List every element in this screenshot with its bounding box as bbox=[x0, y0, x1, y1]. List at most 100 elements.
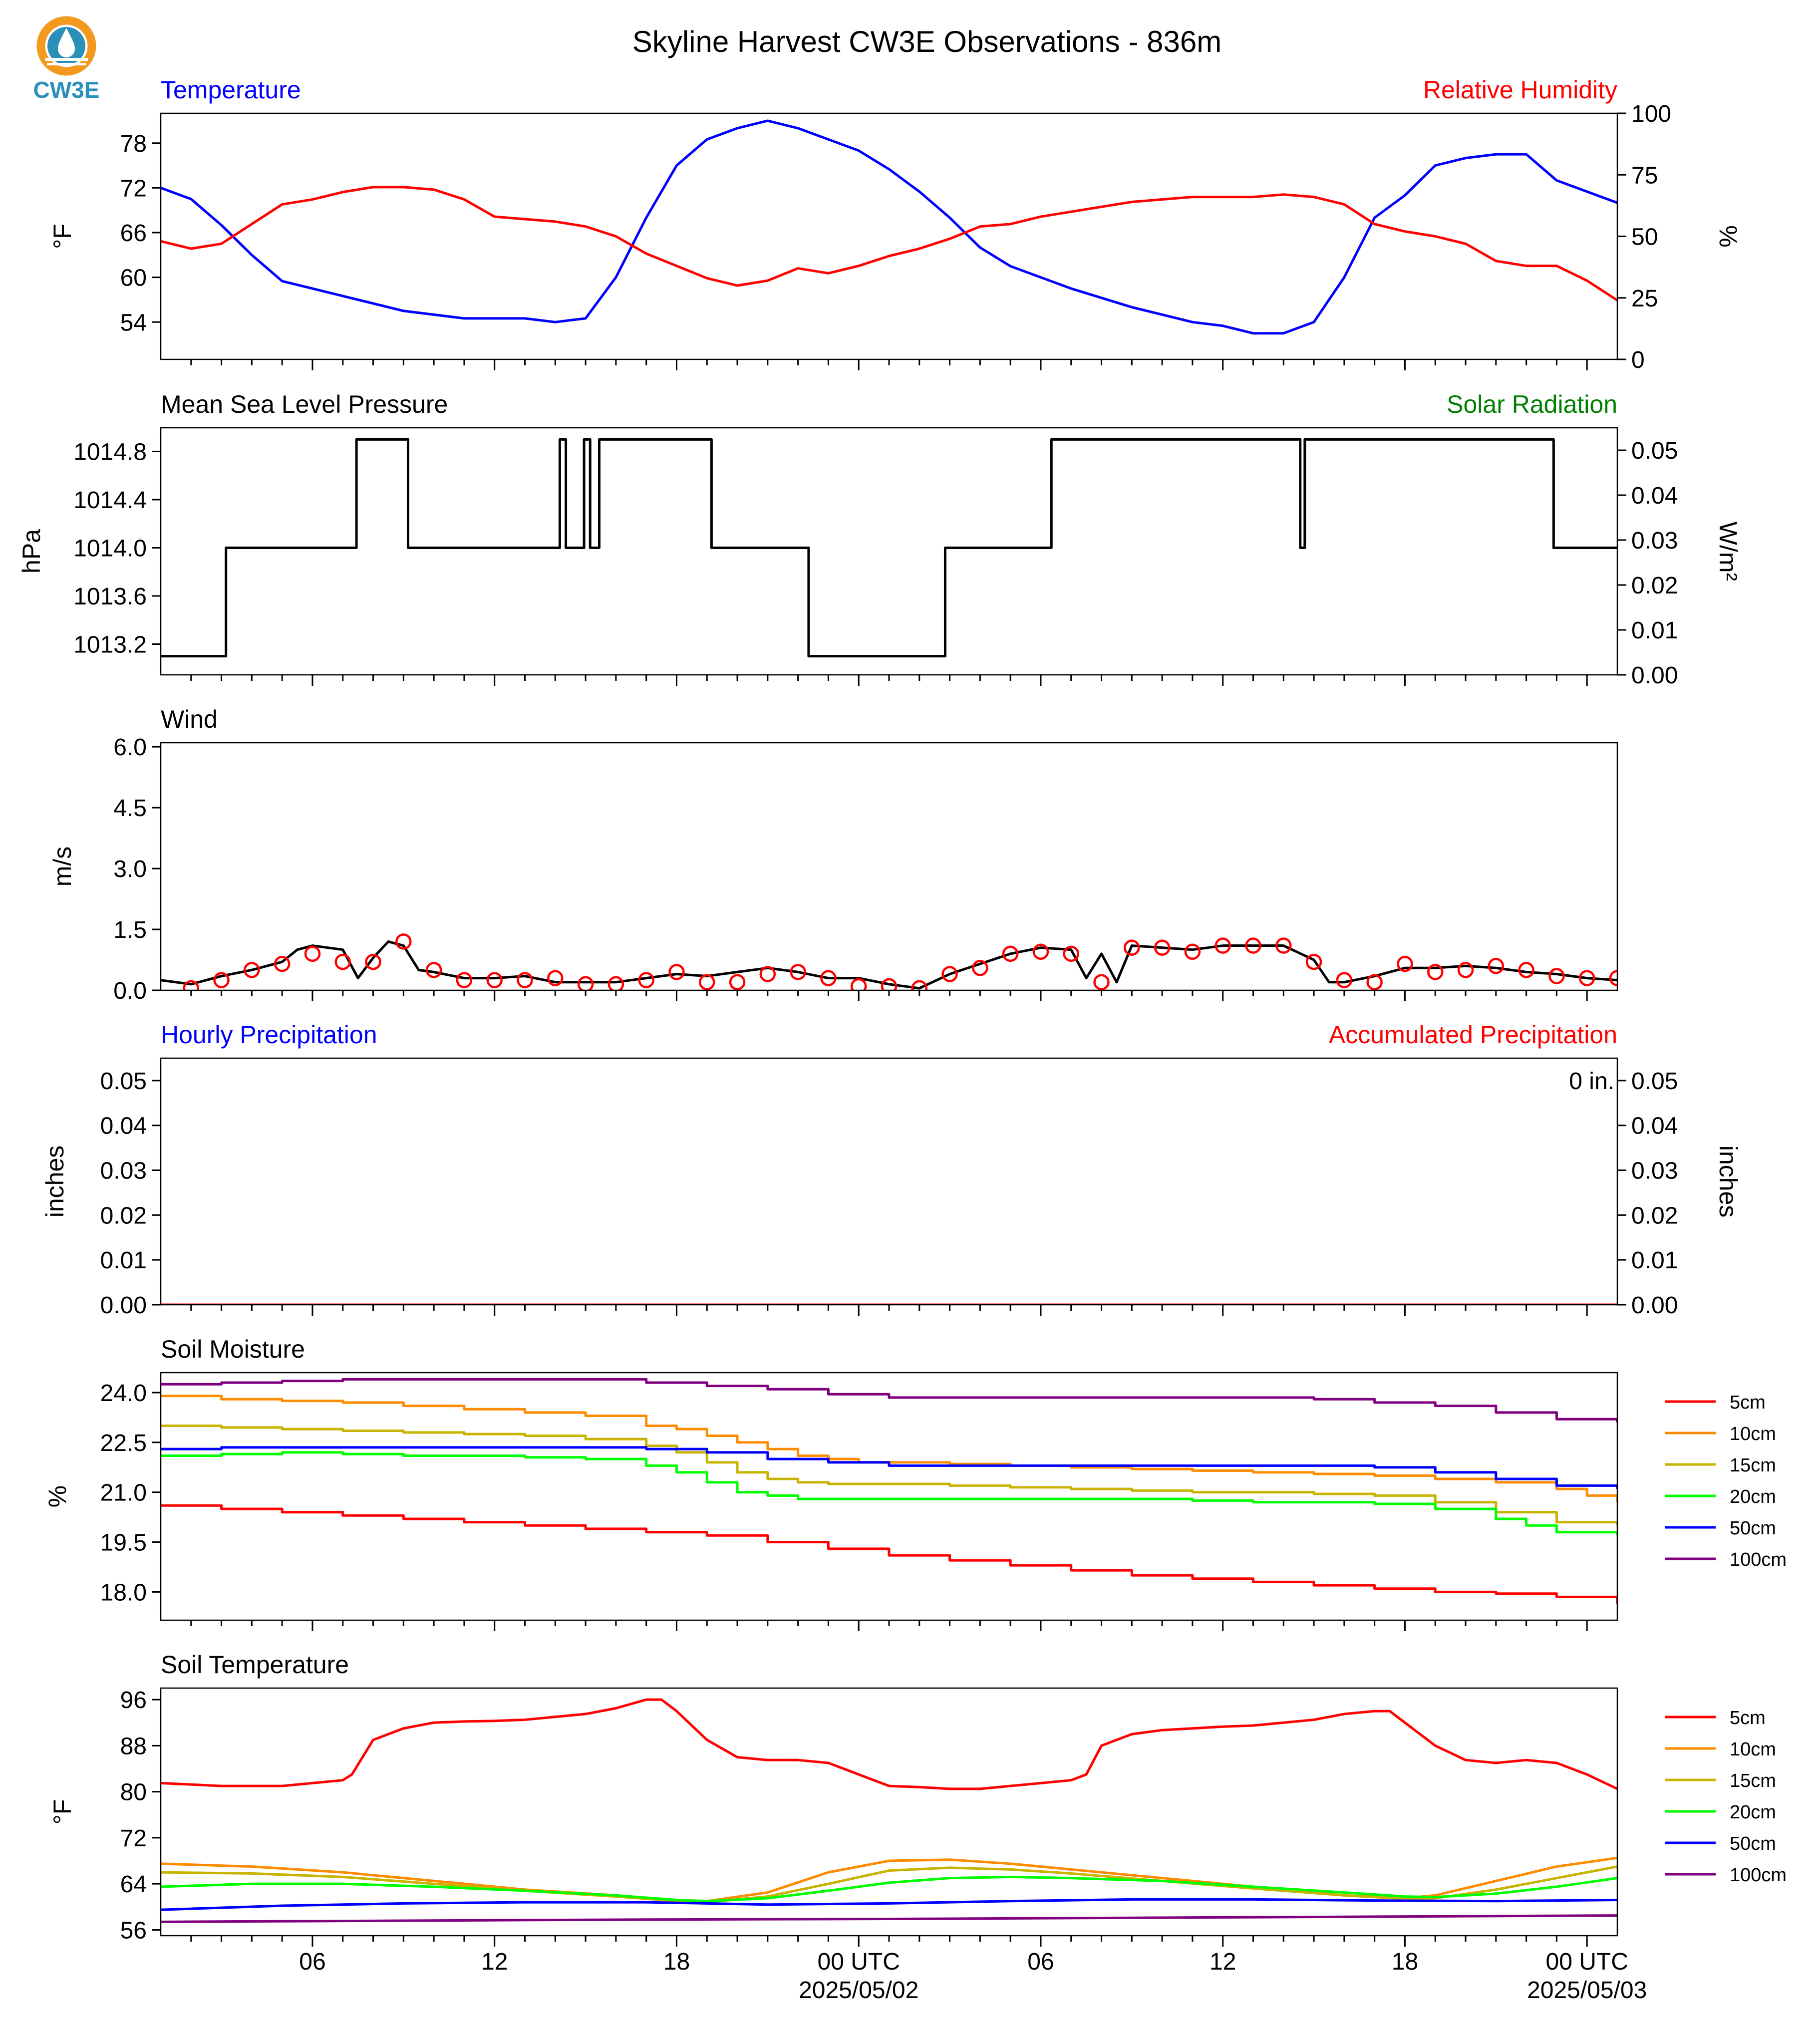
y-tick-label: 72 bbox=[120, 1825, 147, 1852]
y-tick-label: 1014.4 bbox=[73, 487, 147, 514]
x-tick-label: 00 UTC bbox=[818, 1949, 900, 1975]
y-tick-label: 96 bbox=[120, 1687, 147, 1714]
panels: Temperature Relative Humidity 54 60 66 72 78 0 2… bbox=[17, 76, 1787, 1947]
gust-marker bbox=[1184, 943, 1201, 960]
panel-title-left: Soil Temperature bbox=[161, 1651, 349, 1679]
gust-marker bbox=[1093, 974, 1110, 990]
series-line-rh bbox=[161, 186, 1617, 301]
series-line-50cm bbox=[161, 1446, 1617, 1489]
x-tick-label: 00 UTC bbox=[1546, 1949, 1628, 1975]
legend-label: 5cm bbox=[1730, 1708, 1766, 1729]
y-tick-label-right: 0.02 bbox=[1631, 1202, 1678, 1229]
y-tick-label-right: 0 bbox=[1631, 347, 1645, 373]
series-line-15cm bbox=[161, 1425, 1617, 1526]
gust-marker bbox=[668, 964, 685, 980]
series-line-50cm bbox=[161, 1898, 1617, 1911]
panel-soil_moisture: Soil Moisture 18.0 19.5 21.0 22.5 24.0% 5cm 10c… bbox=[43, 1335, 1787, 1631]
gust-marker bbox=[1457, 962, 1474, 978]
y-tick-label: 56 bbox=[120, 1917, 147, 1944]
gust-marker bbox=[304, 945, 321, 962]
y-tick-label: 78 bbox=[120, 131, 147, 157]
y-axis-label: hPa bbox=[17, 529, 45, 574]
cw3e-logo: CW3E bbox=[33, 16, 99, 103]
gust-marker bbox=[213, 972, 230, 988]
gust-marker bbox=[395, 933, 412, 950]
panel-title-right: Solar Radiation bbox=[1447, 390, 1617, 418]
y-tick-label-right: 0.05 bbox=[1631, 438, 1678, 464]
plot-frame bbox=[160, 1372, 1618, 1621]
gust-marker bbox=[911, 980, 928, 990]
legend-label: 50cm bbox=[1730, 1833, 1776, 1854]
gust-marker bbox=[425, 962, 442, 978]
gust-marker bbox=[547, 970, 564, 986]
y-tick-label: 0.00 bbox=[100, 1292, 147, 1319]
y-tick-label: 0.04 bbox=[100, 1113, 147, 1140]
y-tick-label: 80 bbox=[120, 1779, 147, 1806]
x-date-label: 2025/05/02 bbox=[799, 1977, 918, 2004]
gust-marker bbox=[274, 955, 291, 972]
y-tick-label-right: 0.03 bbox=[1631, 528, 1678, 554]
series-group bbox=[161, 438, 1617, 658]
plot-frame bbox=[160, 427, 1618, 676]
y-tick-label: 3.0 bbox=[113, 856, 147, 882]
y-tick-label-right: 0.03 bbox=[1631, 1158, 1678, 1184]
gust-marker bbox=[1336, 972, 1353, 988]
panel-wind: Wind 0.0 1.5 3.0 4.5 6.0 m/s bbox=[48, 705, 1618, 1004]
panel-title-right: Relative Humidity bbox=[1423, 76, 1617, 104]
y-tick-label: 1014.0 bbox=[73, 536, 147, 562]
y-tick-label: 1.5 bbox=[113, 917, 147, 943]
gust-marker bbox=[881, 978, 898, 990]
y-tick-label: 19.5 bbox=[100, 1530, 147, 1556]
y-tick-label: 0.0 bbox=[113, 978, 147, 1004]
series-line-temp bbox=[161, 119, 1617, 335]
y-tick-label-right: 50 bbox=[1631, 224, 1658, 251]
gust-marker bbox=[1578, 970, 1595, 986]
y-tick-label: 64 bbox=[120, 1871, 147, 1898]
y-axis-label-right: W/m² bbox=[1714, 522, 1742, 581]
gust-marker bbox=[577, 976, 594, 990]
y-tick-label-right: 0.00 bbox=[1631, 1292, 1678, 1319]
water-drop-icon bbox=[58, 28, 75, 57]
gust-marker bbox=[365, 953, 381, 970]
series-line-pressure bbox=[161, 438, 1617, 658]
series-group bbox=[161, 933, 1617, 990]
y-tick-label: 1013.2 bbox=[73, 631, 147, 658]
legend-label: 10cm bbox=[1730, 1424, 1776, 1445]
y-tick-label: 72 bbox=[120, 175, 147, 202]
gust-marker bbox=[638, 972, 654, 988]
y-tick-label: 0.01 bbox=[100, 1247, 147, 1274]
gust-marker bbox=[1154, 939, 1171, 956]
series-line-100cm bbox=[161, 1378, 1617, 1423]
accum-annotation: 0 in. bbox=[1569, 1068, 1614, 1095]
gust-marker bbox=[334, 953, 351, 970]
gust-marker bbox=[517, 972, 533, 988]
y-tick-label: 18.0 bbox=[100, 1579, 147, 1606]
y-tick-label: 6.0 bbox=[113, 734, 147, 761]
y-axis-label-right: % bbox=[1714, 225, 1742, 247]
y-axis-label: inches bbox=[41, 1146, 69, 1218]
y-tick-label: 1013.6 bbox=[73, 583, 147, 610]
figure-title: Skyline Harvest CW3E Observations - 836m bbox=[632, 25, 1221, 58]
y-tick-label: 88 bbox=[120, 1733, 147, 1759]
plot-frame bbox=[160, 112, 1618, 360]
series-line-20cm bbox=[161, 1875, 1617, 1903]
y-tick-label-right: 100 bbox=[1631, 101, 1671, 127]
y-tick-label-right: 0.04 bbox=[1631, 1113, 1678, 1140]
gust-marker bbox=[1366, 974, 1383, 990]
y-tick-label: 0.03 bbox=[100, 1158, 147, 1184]
x-tick-label: 18 bbox=[1392, 1949, 1418, 1975]
gust-marker bbox=[456, 972, 473, 988]
legend-label: 15cm bbox=[1730, 1455, 1776, 1476]
x-date-label: 2025/05/03 bbox=[1527, 1977, 1647, 2004]
panel-soil_temp: Soil Temperature 56 64 72 80 88 96 °F 5cm 10cm 15c… bbox=[48, 1651, 1787, 1947]
y-axis-label: °F bbox=[48, 1799, 76, 1825]
y-tick-label: 54 bbox=[120, 309, 147, 336]
gust-marker bbox=[790, 964, 806, 980]
series-line-100cm bbox=[161, 1914, 1617, 1923]
gust-marker bbox=[850, 978, 867, 990]
gust-marker bbox=[1124, 939, 1140, 956]
panel-title-left: Wind bbox=[161, 705, 218, 733]
legend-label: 10cm bbox=[1730, 1739, 1776, 1760]
y-tick-label: 22.5 bbox=[100, 1430, 147, 1456]
x-tick-label: 12 bbox=[1210, 1949, 1236, 1975]
